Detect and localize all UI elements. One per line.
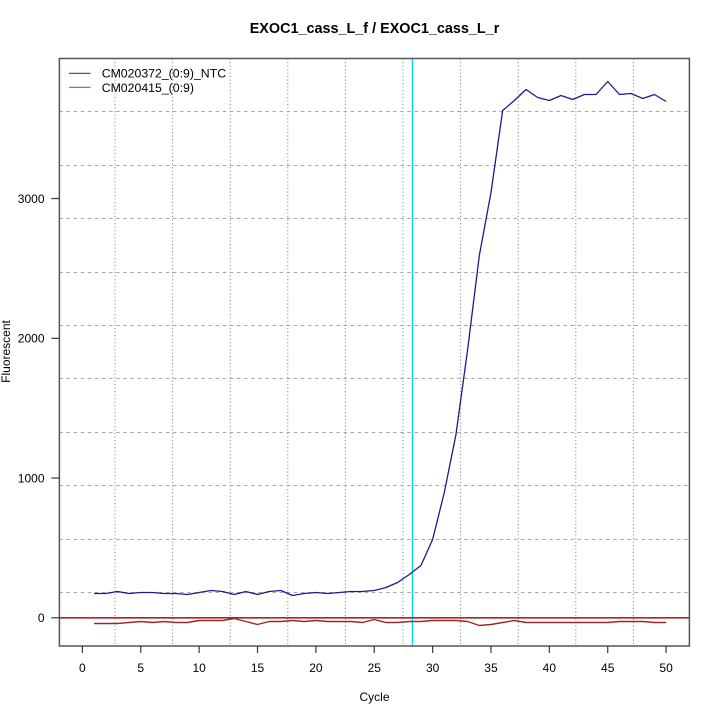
svg-text:0: 0 [38,611,45,625]
svg-text:40: 40 [543,661,557,675]
svg-text:0: 0 [79,661,86,675]
svg-text:1000: 1000 [18,471,45,485]
svg-text:5: 5 [137,661,144,675]
svg-text:50: 50 [659,661,673,675]
svg-text:45: 45 [601,661,615,675]
svg-text:35: 35 [484,661,498,675]
svg-text:2000: 2000 [18,332,45,346]
svg-text:20: 20 [309,661,323,675]
svg-text:EXOC1_cass_L_f / EXOC1_cass_L_: EXOC1_cass_L_f / EXOC1_cass_L_r [250,21,500,37]
svg-text:Cycle: Cycle [359,690,389,704]
svg-text:CM020372_(0:9)_NTC: CM020372_(0:9)_NTC [102,66,227,80]
svg-text:Fluorescent: Fluorescent [0,319,13,382]
svg-text:10: 10 [192,661,206,675]
svg-text:CM020415_(0:9): CM020415_(0:9) [102,81,194,95]
svg-text:30: 30 [426,661,440,675]
svg-text:15: 15 [251,661,265,675]
svg-text:3000: 3000 [18,192,45,206]
svg-text:25: 25 [368,661,382,675]
